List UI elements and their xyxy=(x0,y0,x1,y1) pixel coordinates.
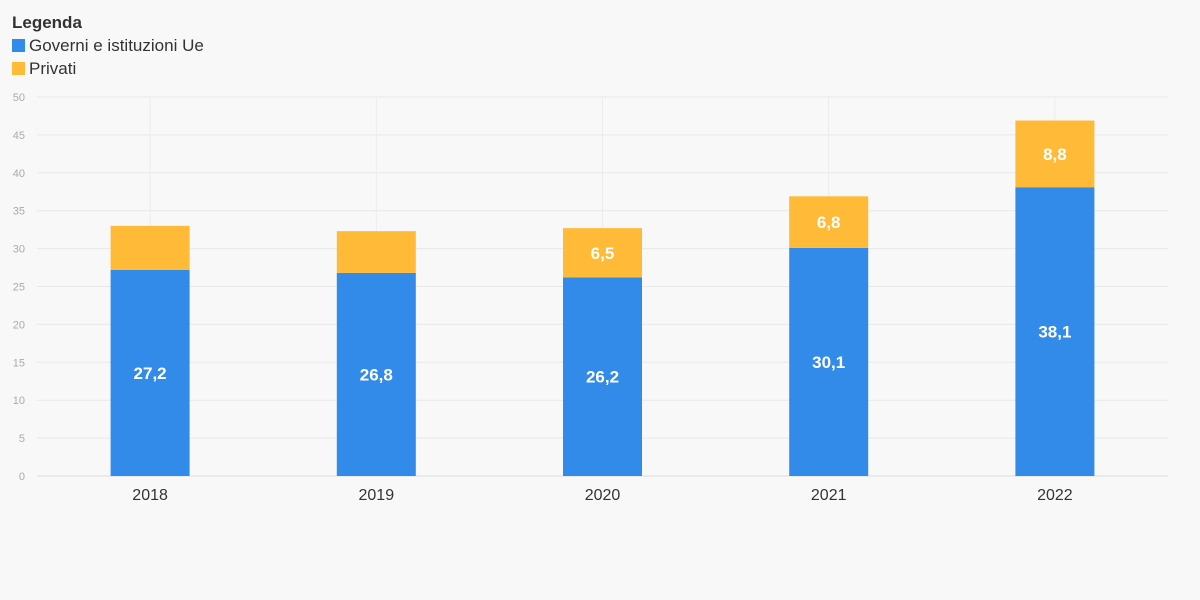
bar-privati-2021 xyxy=(789,196,869,248)
legend: Legenda Governi e istituzioni Ue Privati xyxy=(12,12,204,80)
y-tick-label: 35 xyxy=(13,206,25,218)
y-tick-label: 25 xyxy=(13,282,25,294)
y-tick-label: 15 xyxy=(13,357,25,369)
y-tick-label: 20 xyxy=(13,319,25,331)
bar-privati-2022 xyxy=(1015,120,1095,188)
data-label-privati-2020: 6,5 xyxy=(591,244,615,263)
y-tick-label: 40 xyxy=(13,168,25,180)
y-tick-label: 5 xyxy=(19,433,25,445)
legend-label-privati: Privati xyxy=(29,59,77,78)
x-tick-label: 2021 xyxy=(811,487,847,504)
bar-governi-2019 xyxy=(336,272,416,476)
bar-governi-2021 xyxy=(789,247,869,476)
legend-label-governi: Governi e istituzioni Ue xyxy=(29,36,204,55)
x-tick-label: 2019 xyxy=(359,487,395,504)
data-label-governi-2018: 27,2 xyxy=(134,364,167,383)
legend-title: Legenda xyxy=(12,13,82,32)
data-label-governi-2022: 38,1 xyxy=(1038,323,1071,342)
y-tick-label: 0 xyxy=(19,471,25,483)
legend-item-privati[interactable]: Privati xyxy=(12,57,204,80)
x-tick-label: 2020 xyxy=(585,487,621,504)
bar-governi-2018 xyxy=(110,269,190,476)
bar-privati-2020 xyxy=(563,228,642,278)
bar-privati-2018 xyxy=(110,225,190,270)
data-label-governi-2019: 26,8 xyxy=(360,365,393,384)
bar-privati-2019 xyxy=(336,231,416,273)
legend-swatch-privati xyxy=(12,62,25,75)
y-tick-label: 45 xyxy=(13,130,25,142)
y-tick-label: 10 xyxy=(13,395,25,407)
data-label-privati-2022: 8,8 xyxy=(1043,145,1067,164)
legend-item-governi[interactable]: Governi e istituzioni Ue xyxy=(12,34,204,57)
x-tick-label: 2022 xyxy=(1037,487,1073,504)
y-tick-label: 30 xyxy=(13,244,25,256)
x-tick-label: 2018 xyxy=(132,487,168,504)
data-label-governi-2021: 30,1 xyxy=(812,353,845,372)
data-label-privati-2021: 6,8 xyxy=(817,213,841,232)
legend-swatch-governi xyxy=(12,39,25,52)
y-tick-label: 50 xyxy=(13,92,25,104)
bar-governi-2020 xyxy=(563,277,642,476)
data-label-governi-2020: 26,2 xyxy=(586,368,619,387)
bar-governi-2022 xyxy=(1015,187,1095,476)
